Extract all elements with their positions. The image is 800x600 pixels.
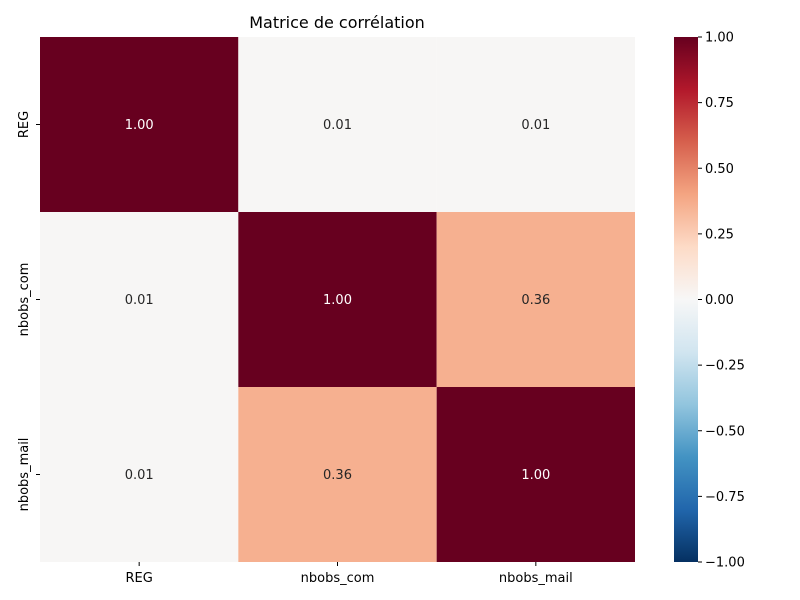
y-tick-label: nbobs_com xyxy=(17,263,32,337)
colorbar-tick-label: −0.75 xyxy=(705,490,745,505)
y-tick-label: REG xyxy=(17,111,32,138)
colorbar-tick-label: −0.25 xyxy=(705,359,745,374)
cell-value-label: 1.00 xyxy=(521,468,550,483)
cell-value-label: 0.36 xyxy=(323,468,352,483)
x-axis: REG nbobs_com nbobs_mail xyxy=(126,562,573,586)
heatmap-cell xyxy=(238,212,437,387)
y-axis: REG nbobs_com nbobs_mail xyxy=(17,111,40,512)
cell-value-label: 0.01 xyxy=(125,468,154,483)
heatmap-cell xyxy=(40,387,239,562)
colorbar-tick-label: −1.00 xyxy=(705,556,745,571)
colorbar-tick-label: 0.75 xyxy=(705,96,734,111)
heatmap-cells: 1.00 0.01 0.01 0.01 1.00 0.36 0.01 0.36 1.00 xyxy=(40,37,635,562)
cell-value-label: 0.36 xyxy=(521,293,550,308)
heatmap-cell xyxy=(40,37,239,212)
chart-title: Matrice de corrélation xyxy=(249,13,425,32)
x-tick-label: nbobs_mail xyxy=(499,571,573,586)
heatmap-cell xyxy=(40,212,239,387)
heatmap-cell xyxy=(436,212,635,387)
heatmap-cell xyxy=(436,387,635,562)
colorbar xyxy=(674,37,698,562)
colorbar-tick-label: 0.50 xyxy=(705,162,734,177)
cell-value-label: 0.01 xyxy=(125,293,154,308)
heatmap-cell xyxy=(238,37,437,212)
colorbar-tick-label: 0.25 xyxy=(705,227,734,242)
y-tick-label: nbobs_mail xyxy=(17,438,32,512)
heatmap-cell xyxy=(436,37,635,212)
cell-value-label: 0.01 xyxy=(521,118,550,133)
colorbar-tick-label: 0.00 xyxy=(705,293,734,308)
cell-value-label: 1.00 xyxy=(125,118,154,133)
cell-value-label: 0.01 xyxy=(323,118,352,133)
heatmap-cell xyxy=(238,387,437,562)
x-tick-label: nbobs_com xyxy=(301,571,375,586)
colorbar-tick-label: −0.50 xyxy=(705,424,745,439)
x-tick-label: REG xyxy=(126,571,153,586)
colorbar-axis: −1.00 −0.75 −0.50 −0.25 0.00 0.25 0.50 0.75 1.00 xyxy=(698,31,745,571)
cell-value-label: 1.00 xyxy=(323,293,352,308)
colorbar-tick-label: 1.00 xyxy=(705,31,734,46)
